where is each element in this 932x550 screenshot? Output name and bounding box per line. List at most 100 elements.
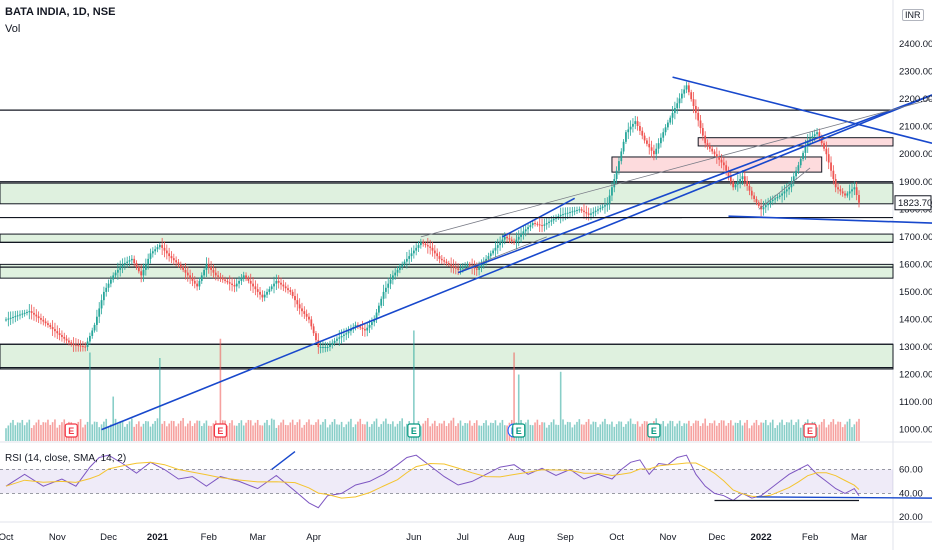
candle-body bbox=[305, 313, 308, 317]
candle-body bbox=[576, 209, 578, 211]
candle-body bbox=[189, 275, 192, 279]
candle-body bbox=[170, 256, 173, 259]
volume-bar bbox=[315, 422, 317, 441]
volume-bar bbox=[30, 427, 33, 441]
volume-bar bbox=[441, 423, 443, 441]
volume-bar bbox=[240, 420, 243, 441]
candle-body bbox=[851, 189, 853, 192]
price-tick-label: 1000.00 bbox=[899, 425, 932, 436]
candle-body bbox=[659, 137, 662, 144]
volume-bar bbox=[820, 421, 823, 441]
candle-body bbox=[494, 247, 497, 251]
volume-bar bbox=[639, 426, 641, 441]
price-tick-label: 2100.00 bbox=[899, 122, 932, 133]
price-tick-label: 1200.00 bbox=[899, 370, 932, 381]
candle-body bbox=[91, 330, 94, 336]
volume-bar bbox=[40, 424, 42, 441]
candle-body bbox=[354, 324, 357, 328]
volume-bar bbox=[634, 424, 637, 441]
candle-body bbox=[49, 324, 52, 328]
volume-bar bbox=[9, 422, 12, 441]
volume-bar bbox=[247, 419, 250, 441]
candle-body bbox=[464, 265, 467, 268]
candle-body bbox=[317, 340, 320, 347]
candle-body bbox=[112, 275, 115, 280]
volume-bar bbox=[830, 421, 832, 441]
candle-body bbox=[231, 283, 233, 286]
volume-bar bbox=[12, 419, 14, 441]
candle-body bbox=[711, 148, 714, 152]
volume-bar bbox=[785, 422, 788, 441]
candle-body bbox=[792, 176, 795, 182]
volume-bar bbox=[494, 420, 497, 441]
volume-bar bbox=[35, 422, 38, 441]
volume-bar bbox=[846, 421, 849, 441]
volume-bar bbox=[308, 419, 310, 441]
candle-body bbox=[811, 136, 814, 139]
volume-bar bbox=[424, 420, 427, 441]
candle-body bbox=[797, 165, 800, 171]
volume-bar bbox=[697, 420, 699, 441]
support-zone bbox=[0, 233, 894, 243]
candle-body bbox=[282, 284, 285, 287]
volume-bar bbox=[16, 422, 19, 441]
volume-bar bbox=[636, 421, 639, 441]
volume-bar bbox=[347, 421, 350, 441]
candle-body bbox=[75, 344, 77, 346]
volume-bar bbox=[468, 420, 471, 441]
volume-bar bbox=[254, 422, 257, 441]
support-zone bbox=[0, 263, 894, 279]
candle-body bbox=[431, 247, 434, 251]
candle-body bbox=[736, 181, 739, 185]
candle-body bbox=[291, 291, 294, 297]
candle-body bbox=[89, 335, 91, 342]
volume-bar bbox=[196, 420, 198, 441]
volume-bar bbox=[711, 423, 713, 441]
volume-bar bbox=[757, 425, 760, 441]
candle-body bbox=[522, 231, 525, 235]
candle-body bbox=[377, 305, 380, 313]
volume-bar bbox=[767, 425, 769, 441]
candle-body bbox=[573, 210, 576, 212]
volume-bar bbox=[79, 419, 82, 441]
volume-bar bbox=[375, 418, 378, 441]
candle-body bbox=[14, 316, 17, 318]
candle-body bbox=[373, 319, 376, 323]
candle-body bbox=[666, 122, 669, 128]
candle-body bbox=[713, 151, 716, 155]
candle-body bbox=[632, 123, 634, 127]
symbol-title: BATA INDIA, 1D, NSE bbox=[5, 6, 116, 18]
candle-body bbox=[186, 272, 189, 276]
candle-body bbox=[61, 335, 63, 337]
volume-bar bbox=[543, 422, 546, 441]
volume-bar bbox=[448, 423, 450, 441]
candle-body bbox=[487, 256, 490, 259]
candle-body bbox=[266, 291, 268, 295]
volume-bar bbox=[361, 424, 364, 441]
volume-bar bbox=[501, 419, 504, 441]
candle-body bbox=[79, 345, 82, 347]
volume-bar bbox=[161, 423, 163, 441]
volume-bar bbox=[182, 418, 184, 441]
candle-body bbox=[764, 205, 767, 208]
volume-bar bbox=[627, 421, 630, 441]
candle-body bbox=[263, 294, 266, 298]
candle-body bbox=[21, 313, 24, 315]
volume-bar bbox=[536, 419, 539, 441]
candle-body bbox=[429, 246, 432, 248]
candle-body bbox=[247, 278, 250, 281]
volume-bar bbox=[718, 422, 720, 441]
volume-bar bbox=[406, 423, 408, 441]
currency-badge[interactable]: INR bbox=[902, 9, 924, 21]
time-tick-label: Dec bbox=[100, 532, 117, 543]
candle-body bbox=[426, 245, 429, 247]
volume-bar bbox=[210, 426, 212, 441]
candle-body bbox=[375, 312, 378, 320]
candle-body bbox=[837, 187, 839, 190]
volume-bar bbox=[177, 423, 180, 441]
candle-body bbox=[9, 317, 12, 319]
candle-body bbox=[545, 223, 548, 225]
candle-body bbox=[853, 187, 856, 190]
candle-body bbox=[594, 210, 597, 213]
